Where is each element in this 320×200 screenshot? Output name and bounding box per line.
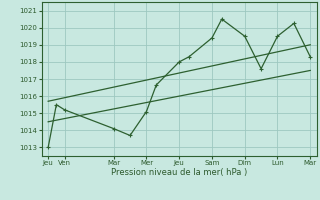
X-axis label: Pression niveau de la mer( hPa ): Pression niveau de la mer( hPa )	[111, 168, 247, 177]
